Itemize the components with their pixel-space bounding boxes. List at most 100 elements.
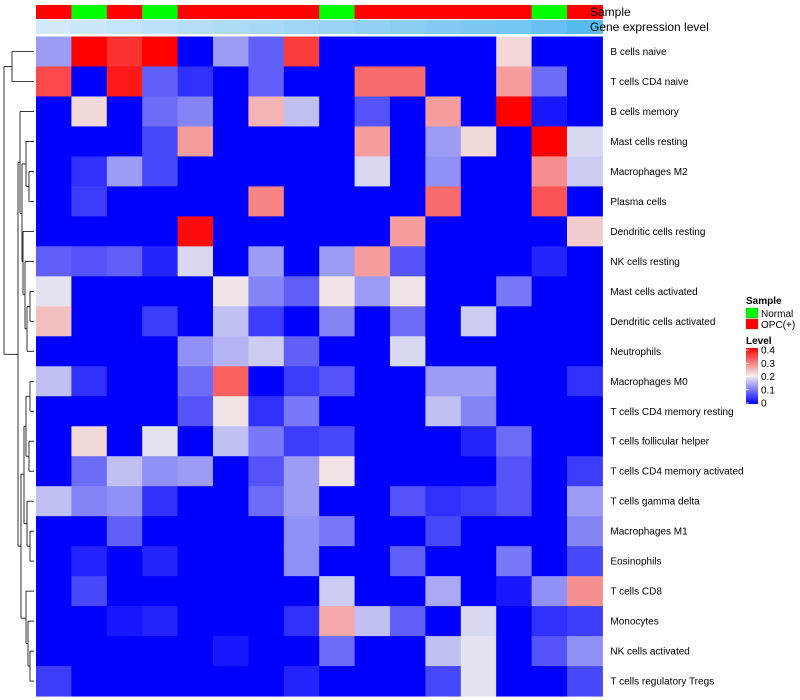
sample-annotation-cell xyxy=(248,5,285,19)
heatmap-cell xyxy=(354,666,391,697)
heatmap-cell xyxy=(213,426,249,457)
heatmap-cell xyxy=(213,66,249,97)
heatmap-cell xyxy=(567,246,603,277)
heatmap-cell xyxy=(213,366,249,397)
heatmap-cell xyxy=(142,456,179,487)
heatmap-cell xyxy=(460,246,497,277)
heatmap-cell xyxy=(106,366,143,397)
expression-annotation-cell xyxy=(496,20,533,34)
heatmap-cell xyxy=(496,186,533,217)
heatmap-cell xyxy=(106,336,143,367)
heatmap-cell xyxy=(496,366,533,397)
heatmap-cell xyxy=(248,246,285,277)
row-label: T cells CD4 memory activated xyxy=(610,467,743,478)
heatmap-cell xyxy=(460,486,497,517)
heatmap-cell xyxy=(425,666,462,697)
heatmap-cell xyxy=(425,336,462,367)
heatmap-cell xyxy=(390,336,426,367)
heatmap-cell xyxy=(531,366,568,397)
heatmap-cell xyxy=(106,396,143,427)
heatmap-cell xyxy=(213,126,249,157)
heatmap-cell xyxy=(142,186,179,217)
heatmap-cell xyxy=(71,666,108,697)
heatmap-cell xyxy=(460,126,497,157)
heatmap-cell xyxy=(390,36,426,67)
heatmap-cell xyxy=(531,426,568,457)
heatmap-cell xyxy=(213,186,249,217)
row-label: T cells CD8 xyxy=(610,587,662,598)
row-label: Dendritic cells activated xyxy=(610,317,715,328)
heatmap-cell xyxy=(71,456,108,487)
heatmap-cells xyxy=(36,36,603,697)
heatmap-cell xyxy=(319,456,356,487)
heatmap-cell xyxy=(496,666,533,697)
heatmap-cell xyxy=(390,606,426,637)
heatmap-cell xyxy=(319,36,356,67)
heatmap-cell xyxy=(283,666,320,697)
heatmap-cell xyxy=(248,336,285,367)
heatmap-cell xyxy=(567,606,603,637)
heatmap-cell xyxy=(319,186,356,217)
heatmap-cell xyxy=(319,426,356,457)
heatmap-cell xyxy=(248,636,285,667)
expression-annotation-cell xyxy=(248,20,285,34)
heatmap-cell xyxy=(142,336,179,367)
heatmap-cell xyxy=(36,336,72,367)
heatmap-cell xyxy=(390,216,426,247)
heatmap-cell xyxy=(531,546,568,577)
heatmap-cell xyxy=(567,336,603,367)
sample-annotation-cell xyxy=(390,5,426,19)
heatmap-cell xyxy=(354,66,391,97)
column-annotations xyxy=(36,5,603,34)
heatmap-cell xyxy=(425,606,462,637)
heatmap-cell xyxy=(71,516,108,547)
heatmap-cell xyxy=(177,216,214,247)
heatmap-cell xyxy=(531,666,568,697)
heatmap-cell xyxy=(531,306,568,337)
row-dendrogram xyxy=(3,51,34,682)
heatmap-cell xyxy=(177,126,214,157)
expression-annotation-cell xyxy=(177,20,214,34)
heatmap-cell xyxy=(283,336,320,367)
heatmap-cell xyxy=(283,366,320,397)
heatmap-cell xyxy=(177,336,214,367)
heatmap-cell xyxy=(567,486,603,517)
heatmap-cell xyxy=(106,186,143,217)
heatmap-cell xyxy=(460,516,497,547)
heatmap-cell xyxy=(319,156,356,187)
heatmap-cell xyxy=(390,486,426,517)
heatmap-cell xyxy=(213,486,249,517)
heatmap-cell xyxy=(142,486,179,517)
sample-annotation-cell xyxy=(460,5,497,19)
heatmap-cell xyxy=(36,246,72,277)
heatmap-cell xyxy=(496,96,533,127)
heatmap-cell xyxy=(496,426,533,457)
heatmap-cell xyxy=(390,246,426,277)
heatmap-cell xyxy=(106,126,143,157)
heatmap-cell xyxy=(213,246,249,277)
heatmap-cell xyxy=(390,366,426,397)
heatmap-cell xyxy=(496,126,533,157)
heatmap-cell xyxy=(390,276,426,307)
heatmap-cell xyxy=(319,366,356,397)
heatmap-cell xyxy=(106,546,143,577)
heatmap-cell xyxy=(142,96,179,127)
heatmap-cell xyxy=(496,456,533,487)
heatmap-cell xyxy=(142,576,179,607)
heatmap-cell xyxy=(460,36,497,67)
heatmap-cell xyxy=(567,636,603,667)
heatmap-cell xyxy=(496,246,533,277)
heatmap-cell xyxy=(248,126,285,157)
heatmap-cell xyxy=(390,576,426,607)
heatmap-cell xyxy=(460,636,497,667)
heatmap-cell xyxy=(319,306,356,337)
heatmap-cell xyxy=(71,246,108,277)
heatmap-cell xyxy=(142,636,179,667)
heatmap-cell xyxy=(531,216,568,247)
heatmap-cell xyxy=(425,366,462,397)
expression-annotation-cell xyxy=(425,20,462,34)
heatmap-cell xyxy=(319,606,356,637)
heatmap-cell xyxy=(71,276,108,307)
heatmap-cell xyxy=(106,576,143,607)
heatmap-cell xyxy=(567,276,603,307)
